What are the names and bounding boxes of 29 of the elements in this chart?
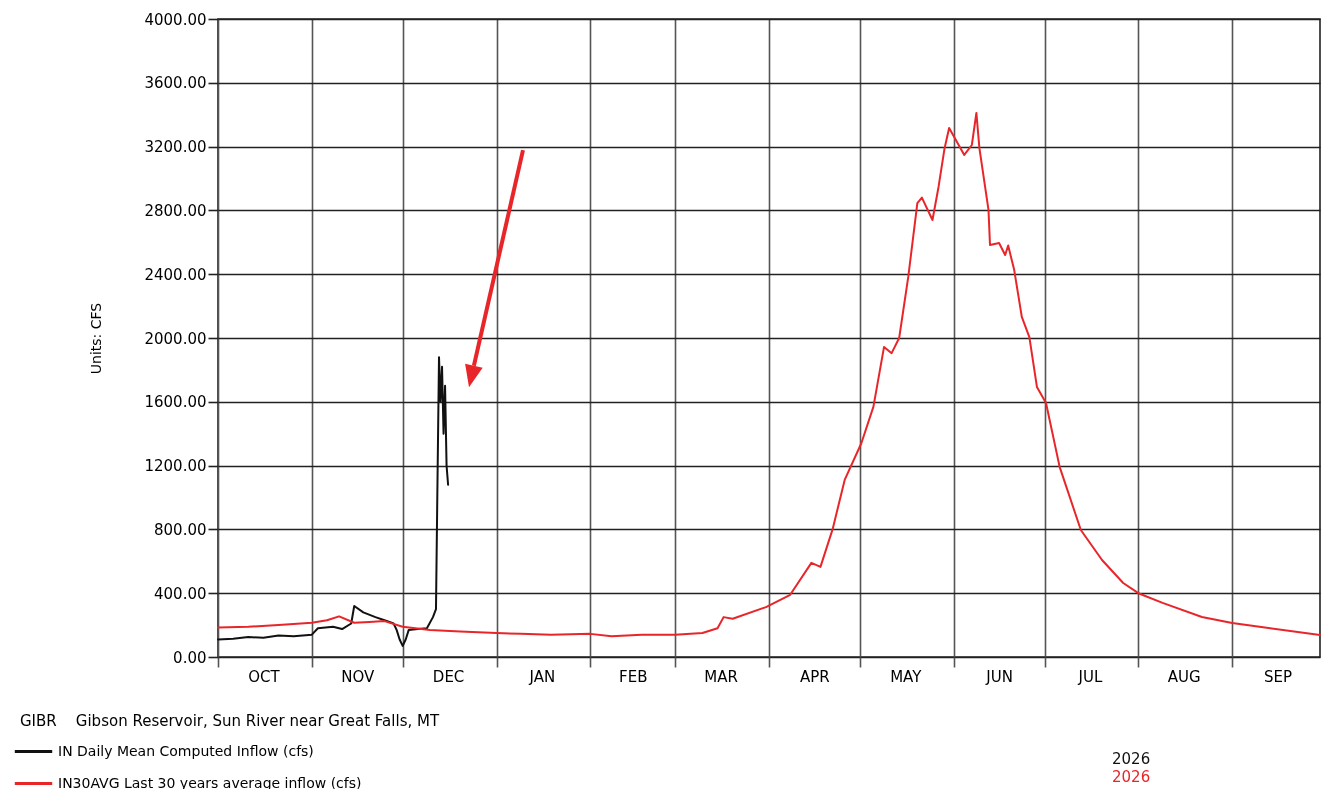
- text: 2026: [1112, 768, 1151, 786]
- x-tick-label: AUG: [1167, 667, 1201, 686]
- y-tick-label: 800.00: [154, 520, 207, 539]
- x-tick-label: NOV: [341, 667, 376, 686]
- y-axis-title: Units: CFS: [88, 302, 105, 375]
- x-tick-label: SEP: [1264, 667, 1293, 686]
- line-series: [217, 356, 450, 647]
- y-tick-label: 2400.00: [144, 265, 207, 284]
- x-tick-label: APR: [800, 667, 830, 686]
- y-tick-label: 2000.00: [144, 329, 207, 348]
- x-tick-label: FEB: [619, 667, 648, 686]
- x-tick-label: JUL: [1077, 667, 1103, 686]
- y-tick-label: 400.00: [154, 584, 207, 603]
- y-tick-label: 2800.00: [144, 201, 207, 220]
- y-tick-label: 1600.00: [144, 393, 207, 412]
- x-tick-label: JAN: [528, 667, 556, 686]
- x-tick-label: OCT: [248, 667, 281, 686]
- x-tick-label: DEC: [432, 667, 465, 686]
- x-tick-label: JUN: [985, 667, 1013, 686]
- text: GIBR Gibson Reservoir, Sun River near Great Falls, MT: [20, 712, 440, 730]
- legend-label: IN Daily Mean Computed Inflow (cfs): [58, 742, 314, 759]
- y-tick-label: 4000.00: [144, 10, 207, 29]
- y-tick-label: 1200.00: [144, 457, 207, 476]
- x-tick-label: MAR: [704, 667, 738, 686]
- text: 2026: [1112, 750, 1151, 768]
- y-tick-label: 3600.00: [144, 74, 207, 93]
- y-tick-label: 3200.00: [144, 138, 207, 157]
- y-tick-label: 0.00: [173, 648, 207, 667]
- x-tick-label: MAY: [890, 667, 923, 686]
